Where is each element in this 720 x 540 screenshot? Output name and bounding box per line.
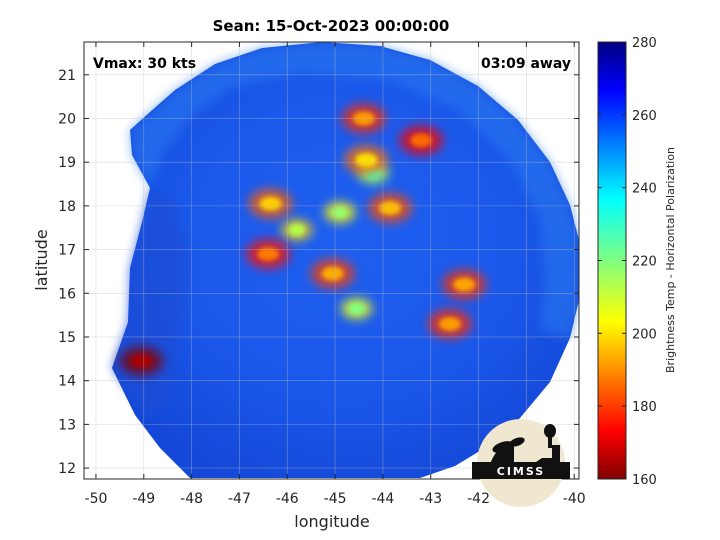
x-tick-label: -40: [563, 491, 586, 507]
colorbar-tick-label: 280: [632, 36, 657, 51]
x-tick-label: -49: [132, 491, 155, 507]
y-tick-label: 13: [58, 417, 76, 433]
x-tick-label: -48: [180, 491, 203, 507]
feature-core: [379, 201, 402, 216]
y-tick-label: 16: [58, 286, 76, 302]
feature-core: [348, 302, 365, 315]
colorbar-tick-label: 200: [632, 327, 657, 342]
y-axis-label: latitude: [32, 229, 51, 290]
chart-title: Sean: 15-Oct-2023 00:00:00: [213, 17, 450, 35]
feature-core: [438, 316, 461, 331]
vmax-annotation: Vmax: 30 kts: [93, 56, 196, 72]
x-tick-label: -44: [371, 491, 394, 507]
y-tick-label: 20: [58, 111, 76, 127]
x-axis-label: longitude: [294, 512, 369, 531]
colorbar-ticks: 160 180 200 220 240 260 280: [598, 36, 657, 488]
colorbar-tick-label: 180: [632, 400, 657, 415]
feature-core: [288, 223, 305, 236]
y-tick-label: 19: [58, 155, 76, 171]
feature-core: [453, 277, 476, 292]
y-tick-label: 18: [58, 199, 76, 215]
y-tick-label: 14: [58, 374, 76, 390]
colorbar-tick-label: 220: [632, 255, 657, 270]
swath-outer-ring: [130, 42, 579, 338]
x-tick-label: -43: [419, 491, 442, 507]
feature-core: [130, 354, 153, 369]
y-tick-label: 17: [58, 243, 76, 259]
y-tick-label: 15: [58, 330, 76, 346]
feature-core: [259, 196, 282, 211]
feature-core: [355, 152, 378, 167]
microwave-swath: [112, 42, 579, 478]
colorbar: [597, 41, 627, 480]
x-tick-label: -47: [228, 491, 251, 507]
y-axis-ticks: 12 13 14 15 16 17 18 19 20 21: [58, 68, 579, 477]
y-tick-label: 21: [58, 68, 76, 84]
colorbar-label: Brightness Temp - Horizontal Polarizatio…: [664, 147, 677, 373]
x-tick-label: -46: [276, 491, 299, 507]
warm-features: [119, 103, 487, 377]
colorbar-tick-label: 240: [632, 182, 657, 197]
x-tick-label: -50: [85, 491, 108, 507]
logo-text: CIMSS: [497, 465, 545, 478]
colorbar-tick-label: 260: [632, 109, 657, 124]
feature-core: [321, 266, 344, 281]
cimss-logo: CIMSS: [472, 419, 570, 507]
x-tick-label: -45: [324, 491, 347, 507]
y-tick-label: 12: [58, 461, 76, 477]
time-away-annotation: 03:09 away: [481, 56, 571, 72]
feature-core: [410, 133, 433, 148]
feature-core: [257, 246, 280, 261]
colorbar-tick-label: 160: [632, 473, 657, 488]
feature-core: [331, 206, 348, 219]
x-tick-label: -42: [467, 491, 490, 507]
axes-frame: [83, 41, 580, 480]
